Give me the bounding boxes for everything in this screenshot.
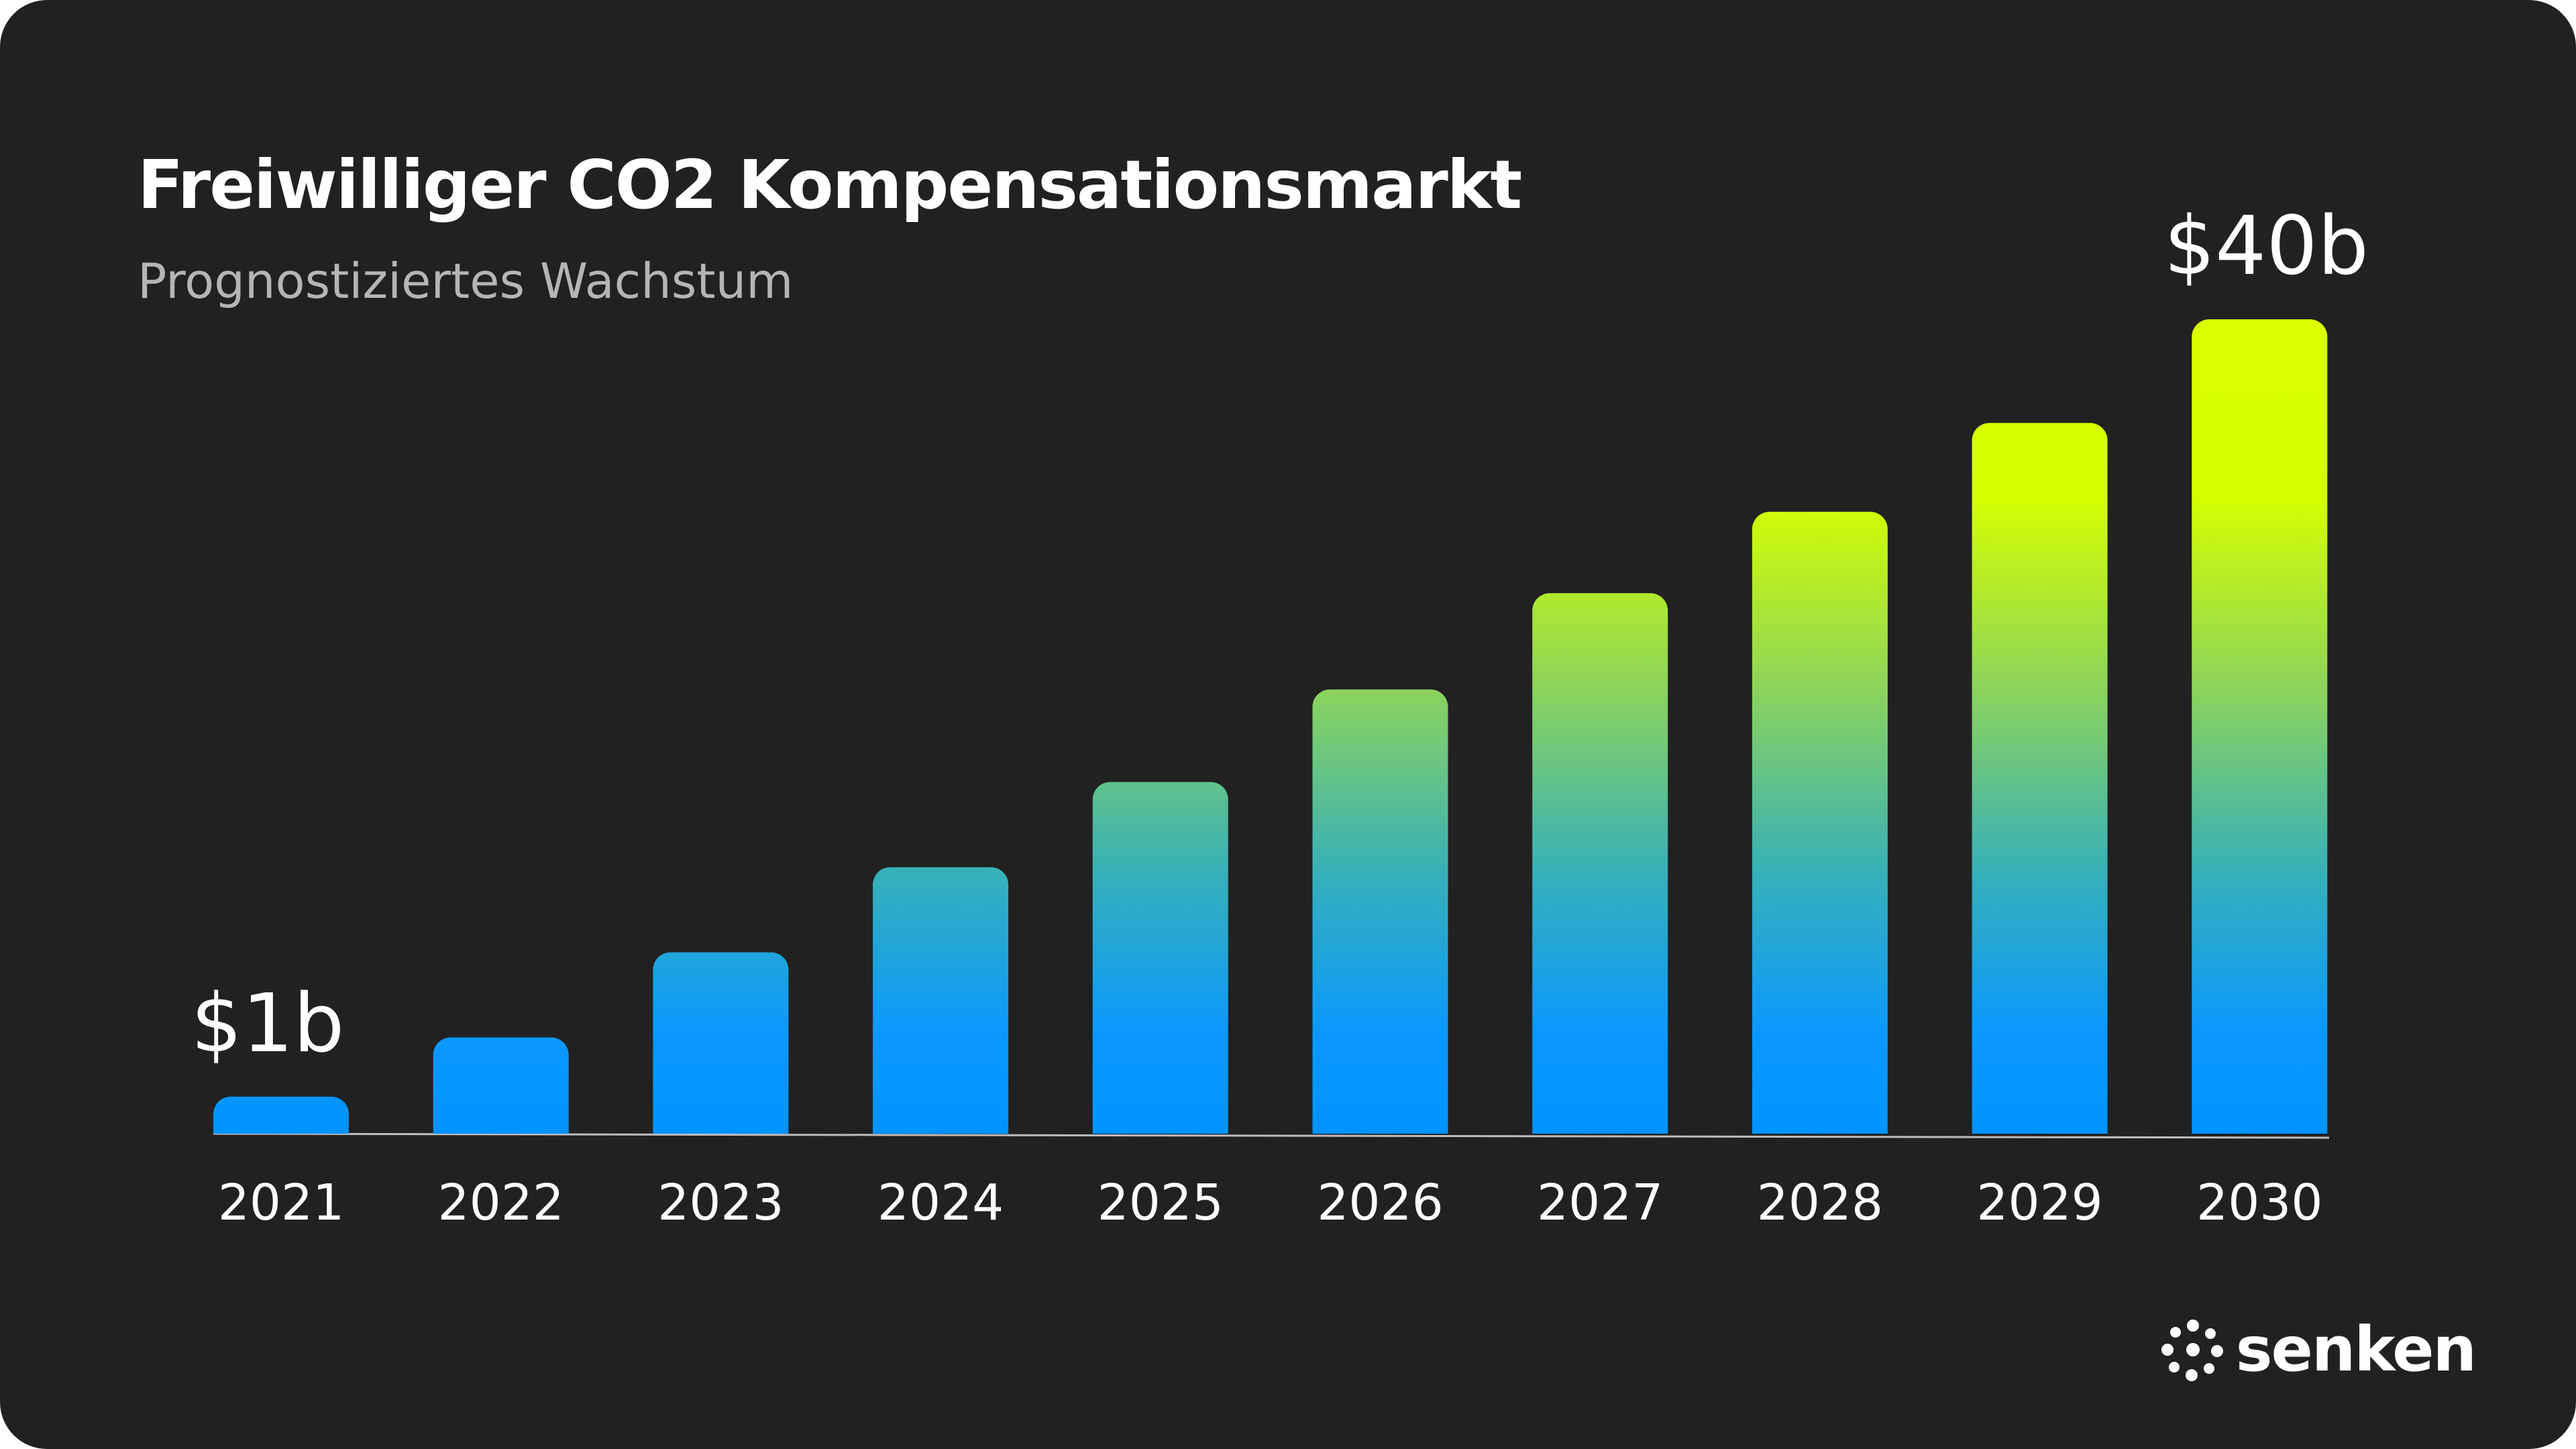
x-tick-label: 2027	[1537, 1174, 1663, 1232]
x-tick-label: 2028	[1757, 1174, 1883, 1232]
data-label-2021: $1b	[191, 977, 345, 1071]
flower-dots-icon	[2161, 1320, 2223, 1381]
x-tick-label: 2026	[1317, 1174, 1443, 1232]
x-tick-label: 2029	[1976, 1174, 2102, 1232]
bar-2022	[433, 1037, 569, 1134]
bar-2026	[1312, 689, 1448, 1134]
x-tick-label: 2030	[2196, 1174, 2322, 1232]
x-tick-label: 2022	[438, 1174, 564, 1232]
bar-2027	[1532, 593, 1668, 1134]
x-tick-label: 2023	[657, 1174, 784, 1232]
x-axis-baseline	[213, 1132, 2330, 1139]
chart-subtitle: Prognostiziertes Wachstum	[138, 253, 794, 309]
bar-2025	[1092, 782, 1228, 1134]
chart-title: Freiwilliger CO2 Kompensationsmarkt	[138, 146, 1522, 224]
x-tick-label: 2021	[218, 1174, 344, 1232]
bar-2024	[873, 867, 1009, 1134]
bar-2030	[2192, 319, 2328, 1134]
x-tick-label: 2024	[877, 1174, 1004, 1232]
bar-2029	[1972, 423, 2108, 1134]
brand-logo: senken	[2159, 1309, 2477, 1390]
bar-2028	[1752, 511, 1888, 1134]
x-tick-label: 2025	[1097, 1174, 1224, 1232]
brand-name: senken	[2235, 1313, 2477, 1385]
bar-2023	[653, 952, 789, 1134]
data-label-2030: $40b	[2164, 200, 2369, 293]
bar-2021	[213, 1096, 349, 1134]
